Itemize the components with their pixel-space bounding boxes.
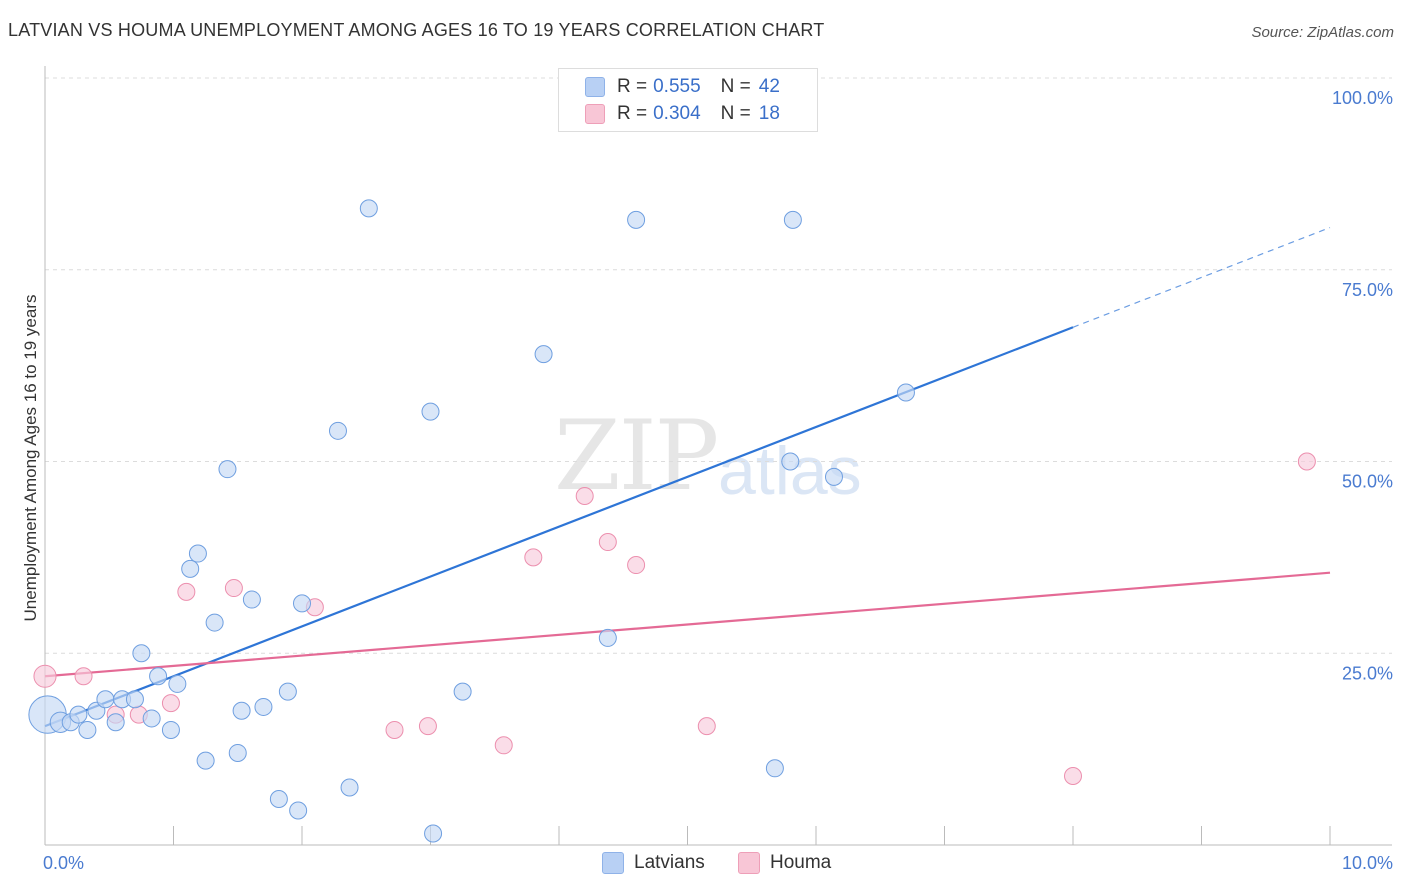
series-legend: Latvians Houma [0, 852, 1406, 878]
point-houma [598, 533, 617, 552]
point-latvians [783, 210, 802, 229]
point-latvians [242, 590, 261, 609]
x-tick-label: 0.0% [43, 853, 84, 873]
point-latvians [218, 460, 237, 479]
point-latvians [421, 402, 440, 421]
point-latvians [69, 705, 88, 724]
point-latvians [161, 720, 180, 739]
trend-line-houma [44, 571, 1331, 678]
point-latvians [359, 199, 378, 218]
point-latvians [125, 690, 144, 709]
point-houma [224, 579, 243, 598]
x-tick-label: 10.0% [1342, 853, 1393, 873]
legend-item-houma: Houma [738, 852, 831, 874]
legend-item-latvians: Latvians [602, 852, 705, 874]
point-latvians [534, 345, 553, 364]
point-houma [1297, 452, 1316, 471]
legend-n-label: N = [720, 103, 751, 124]
point-latvians [168, 674, 187, 693]
point-latvians [598, 628, 617, 647]
legend-label-houma: Houma [770, 852, 832, 873]
point-latvians [765, 759, 784, 778]
legend-r-value: 0.304 [653, 103, 701, 124]
point-houma [74, 667, 93, 686]
data-points [28, 199, 1316, 843]
point-latvians [96, 690, 115, 709]
point-houma [33, 664, 57, 688]
point-houma [1064, 766, 1082, 785]
point-latvians [149, 667, 168, 686]
legend-r-value: 0.555 [653, 76, 701, 97]
point-houma [418, 717, 437, 736]
point-latvians [824, 467, 843, 486]
point-houma [177, 582, 196, 601]
point-houma [494, 736, 513, 755]
point-latvians [328, 421, 347, 440]
point-houma [697, 717, 716, 736]
y-axis-label: Unemployment Among Ages 16 to 19 years [21, 295, 40, 622]
y-tick-label: 25.0% [1342, 663, 1393, 683]
point-latvians [289, 801, 308, 820]
point-latvians [269, 789, 288, 808]
point-latvians [205, 613, 224, 632]
point-latvians [278, 682, 297, 701]
point-latvians [196, 751, 215, 770]
trend-extension-latvians [1072, 227, 1331, 328]
legend-label-latvians: Latvians [634, 852, 705, 873]
legend-swatch-houma [738, 852, 760, 874]
point-houma [575, 487, 594, 506]
legend-r-label: R = [617, 103, 648, 124]
point-houma [524, 548, 543, 567]
y-tick-label: 50.0% [1342, 472, 1393, 492]
legend-n-label: N = [720, 76, 751, 97]
legend-row-houma: R = 0.304 N = 18 [585, 101, 780, 127]
legend-n-value: 18 [758, 103, 780, 124]
point-houma [627, 556, 646, 575]
point-houma [161, 694, 180, 713]
point-latvians [781, 452, 800, 471]
legend-r-label: R = [617, 76, 648, 97]
legend-swatch-latvians [585, 77, 605, 97]
y-tick-label: 75.0% [1342, 280, 1393, 300]
point-latvians [896, 383, 915, 402]
point-latvians [232, 701, 251, 720]
legend-swatch-latvians [602, 852, 624, 874]
point-latvians [142, 709, 161, 728]
point-latvians [78, 720, 97, 739]
chart-title: LATVIAN VS HOUMA UNEMPLOYMENT AMONG AGES… [8, 20, 825, 40]
trend-line-latvians [44, 326, 1074, 728]
y-tick-label: 100.0% [1332, 88, 1393, 108]
point-houma [385, 720, 404, 739]
legend-n-value: 42 [758, 76, 780, 97]
point-latvians [453, 682, 472, 701]
legend-swatch-houma [585, 104, 605, 124]
point-latvians [340, 778, 359, 797]
source-label: Source: ZipAtlas.com [1251, 24, 1394, 41]
point-latvians [627, 210, 646, 229]
correlation-legend: R = 0.555 N = 42 R = 0.304 N = 18 [558, 68, 818, 132]
legend-row-latvians: R = 0.555 N = 42 [585, 74, 780, 100]
gridlines [45, 77, 1392, 654]
trend-lines [44, 227, 1331, 728]
point-latvians [106, 713, 125, 732]
point-latvians [293, 594, 311, 613]
point-latvians [181, 559, 200, 578]
point-latvians [228, 743, 247, 762]
point-latvians [424, 824, 443, 843]
point-latvians [132, 644, 151, 663]
point-latvians [188, 544, 207, 563]
point-latvians [254, 697, 273, 716]
